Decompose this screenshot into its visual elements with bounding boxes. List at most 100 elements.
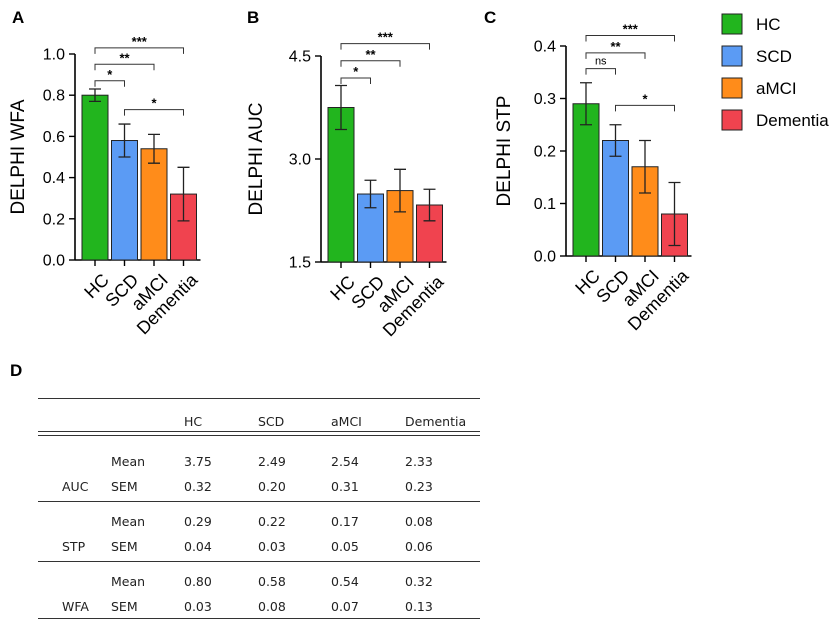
- table-cell: 0.04: [184, 539, 212, 554]
- panel-label-d: D: [10, 361, 22, 380]
- y-axis-label: DELPHI WFA: [8, 99, 29, 214]
- table-column-header: Dementia: [405, 414, 467, 429]
- significance-label: *: [642, 91, 648, 106]
- table-cell: 0.08: [405, 514, 433, 529]
- error-bar-scd: [364, 179, 377, 209]
- y-tick-label: 0.3: [534, 91, 556, 108]
- table-cell: 0.23: [405, 479, 433, 494]
- table-cell: 0.31: [331, 479, 359, 494]
- y-tick-label: 0.8: [43, 88, 65, 105]
- significance-label: *: [107, 67, 113, 82]
- error-bar-dementia: [423, 188, 436, 222]
- y-tick-label: 0.4: [43, 170, 65, 187]
- legend-swatch-scd: [721, 45, 743, 67]
- table-stat-label: SEM: [111, 599, 138, 614]
- bar-amci: [140, 148, 168, 261]
- y-tick-label: 0.2: [534, 144, 556, 161]
- table-cell: 2.54: [331, 454, 359, 469]
- significance-bracket: [94, 63, 155, 71]
- panel-label: B: [247, 8, 259, 27]
- significance-bracket: [94, 80, 125, 87]
- table-section-label: WFA: [62, 599, 89, 614]
- error-bar-dementia: [668, 181, 681, 247]
- table-stat-label: SEM: [111, 479, 138, 494]
- table-cell: 0.06: [405, 539, 433, 554]
- error-bar-scd: [609, 124, 622, 157]
- table-cell: 0.54: [331, 574, 359, 589]
- significance-label: ***: [132, 34, 148, 49]
- y-tick-label: 0.6: [43, 129, 65, 146]
- table-cell: 0.29: [184, 514, 212, 529]
- y-tick-label: 0.0: [534, 249, 556, 266]
- significance-label: *: [353, 64, 359, 79]
- y-axis-label: DELPHI AUC: [246, 103, 267, 216]
- table-section-rule: [38, 561, 480, 562]
- table-cell: 2.49: [258, 454, 286, 469]
- table-stat-label: Mean: [111, 574, 146, 589]
- panel-label: A: [12, 8, 24, 27]
- y-tick-label: 0.2: [43, 211, 65, 228]
- table-cell: 0.58: [258, 574, 286, 589]
- error-bar-hc: [580, 82, 592, 126]
- table-cell: 0.22: [258, 514, 286, 529]
- error-bar-hc: [335, 84, 347, 131]
- table-section-rule: [38, 501, 480, 502]
- bar-hc: [327, 107, 355, 263]
- table-stat-label: SEM: [111, 539, 138, 554]
- table-cell: 0.80: [184, 574, 212, 589]
- bar-scd: [602, 140, 629, 257]
- y-tick-label: 0.0: [43, 253, 65, 270]
- y-tick-label: 4.5: [289, 49, 311, 66]
- table-cell: 3.75: [184, 454, 212, 469]
- table-cell: 0.05: [331, 539, 359, 554]
- error-bar-amci: [148, 133, 160, 164]
- table-cell: 0.07: [331, 599, 359, 614]
- y-tick-label: 3.0: [289, 152, 311, 169]
- legend-label-scd: SCD: [756, 47, 792, 66]
- panel-label: C: [484, 8, 496, 27]
- significance-label: *: [151, 96, 157, 111]
- significance-label: ***: [623, 22, 639, 37]
- table-stat-label: Mean: [111, 454, 146, 469]
- legend-label-amci: aMCI: [756, 79, 797, 98]
- legend-label-hc: HC: [756, 15, 781, 34]
- significance-bracket: [94, 47, 184, 54]
- y-tick-label: 1.5: [289, 255, 311, 272]
- significance-bracket: [585, 35, 675, 42]
- legend-swatch-hc: [721, 13, 743, 35]
- significance-bracket: [124, 109, 184, 116]
- table-bottom-rule: [38, 618, 480, 619]
- legend: HC SCD aMCI Dementia: [721, 13, 829, 131]
- significance-label: **: [610, 39, 621, 54]
- table-section-label: AUC: [62, 479, 89, 494]
- table-top-rule: [38, 398, 480, 399]
- error-bar-amci: [639, 139, 651, 194]
- table-column-header: HC: [184, 414, 203, 429]
- table-header-rule: [38, 431, 480, 436]
- table-cell: 0.03: [184, 599, 212, 614]
- error-bar-amci: [394, 168, 406, 213]
- significance-label: ***: [378, 30, 394, 45]
- significance-label: **: [365, 47, 376, 62]
- error-bar-hc: [89, 88, 101, 103]
- table-cell: 0.03: [258, 539, 286, 554]
- y-tick-label: 0.4: [534, 39, 556, 56]
- significance-bracket: [340, 77, 371, 84]
- legend-label-dementia: Dementia: [756, 111, 829, 130]
- table-cell: 0.32: [405, 574, 433, 589]
- error-bar-dementia: [177, 166, 190, 222]
- significance-bracket: [585, 52, 646, 59]
- y-axis-label: DELPHI STP: [494, 96, 515, 207]
- y-tick-label: 1.0: [43, 47, 65, 64]
- bar-scd: [111, 140, 138, 261]
- significance-bracket: [585, 68, 616, 75]
- table-cell: 0.13: [405, 599, 433, 614]
- bar-hc: [81, 94, 109, 261]
- significance-bracket: [340, 43, 430, 50]
- table-stat-label: Mean: [111, 514, 146, 529]
- table-cell: 2.33: [405, 454, 433, 469]
